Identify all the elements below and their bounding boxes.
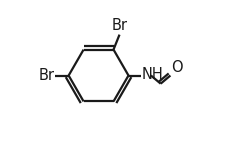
Text: Br: Br: [112, 18, 128, 33]
Text: NH: NH: [142, 67, 163, 82]
Text: O: O: [171, 60, 183, 75]
Text: Br: Br: [38, 68, 54, 83]
